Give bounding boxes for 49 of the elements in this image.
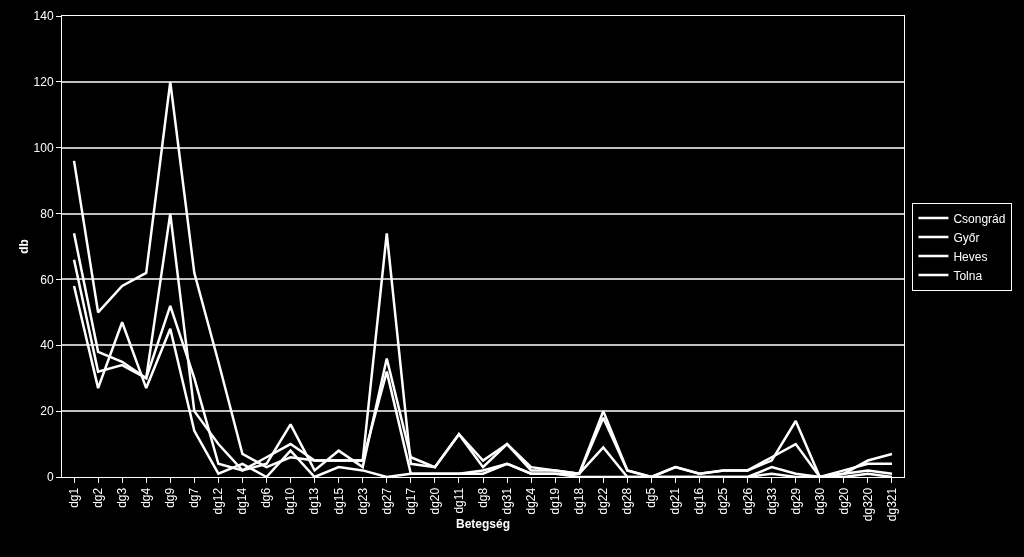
x-tick-label: dg16: [692, 487, 707, 515]
x-tick-label: dg13: [307, 487, 322, 515]
x-tick-label: dg320: [860, 487, 875, 522]
x-tick-label: dg22: [596, 487, 611, 515]
legend-label: Tolna: [953, 268, 983, 283]
legend-label: Győr: [953, 230, 980, 245]
x-tick-label: dg29: [788, 487, 803, 515]
y-tick-label: 0: [46, 470, 54, 485]
x-tick-label: dg17: [403, 487, 418, 515]
x-tick-label: dg26: [740, 487, 755, 515]
y-tick-label: 140: [33, 9, 54, 24]
y-tick-label: 40: [40, 338, 54, 353]
x-tick-label: dg2: [90, 487, 105, 508]
x-tick-label: dg19: [548, 487, 563, 515]
x-tick-label: dg31: [499, 487, 514, 515]
x-tick-label: dg4: [139, 487, 154, 508]
x-tick-label: dg18: [572, 487, 587, 515]
y-tick-label: 120: [33, 75, 54, 90]
x-tick-label: dg10: [283, 487, 298, 515]
x-tick-label: dg14: [235, 487, 250, 515]
x-tick-label: dg12: [211, 487, 226, 515]
legend-label: Heves: [953, 249, 988, 264]
x-tick-label: dg24: [524, 487, 539, 515]
x-tick-label: dg15: [331, 487, 346, 515]
y-tick-label: 80: [40, 206, 54, 221]
x-tick-label: dg20: [836, 487, 851, 515]
y-axis-title: db: [17, 239, 31, 254]
x-tick-label: dg11: [451, 487, 466, 514]
x-tick-label: dg9: [163, 487, 178, 508]
x-tick-label: dg28: [620, 487, 635, 515]
x-tick-label: dg30: [812, 487, 827, 515]
x-tick-label: dg25: [716, 487, 731, 515]
x-tick-label: dg33: [764, 487, 779, 515]
x-tick-label: dg7: [187, 487, 202, 508]
x-tick-label: dg5: [644, 487, 659, 508]
legend-label: Csongrád: [953, 211, 1006, 226]
x-tick-label: dg321: [884, 487, 899, 522]
x-tick-label: dg21: [668, 487, 683, 515]
y-tick-label: 20: [40, 404, 54, 419]
y-tick-label: 60: [40, 272, 54, 287]
x-tick-label: dg1: [66, 487, 81, 508]
x-tick-label: dg27: [379, 487, 394, 515]
x-tick-label: dg8: [475, 487, 490, 508]
x-tick-label: dg23: [355, 487, 370, 515]
x-tick-label: dg6: [259, 487, 274, 508]
x-tick-label: dg3: [115, 487, 130, 508]
x-tick-label: dg20: [427, 487, 442, 515]
x-axis-title: Betegség: [455, 516, 511, 531]
y-tick-label: 100: [33, 140, 54, 155]
